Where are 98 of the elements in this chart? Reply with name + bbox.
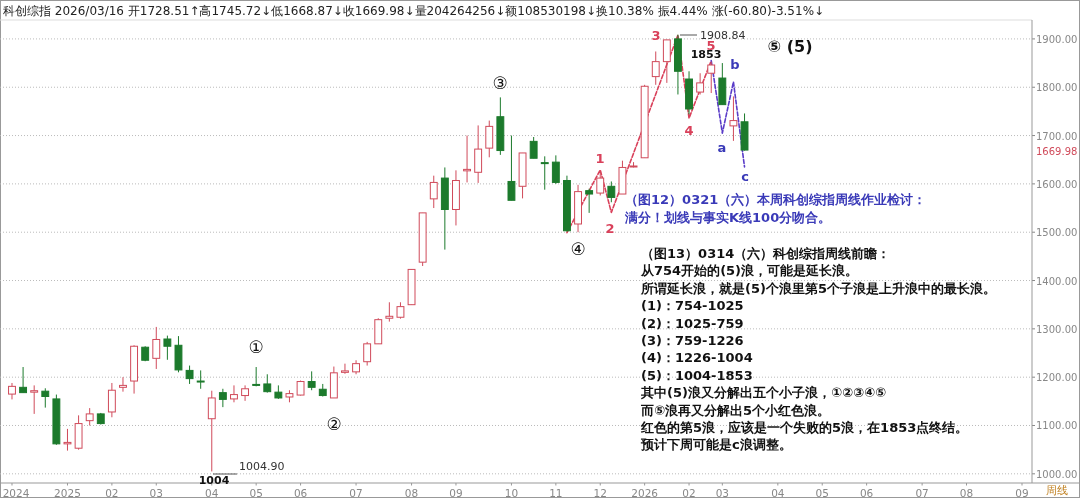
- candlestick: [529, 136, 538, 159]
- y-tick-label: 1500.00: [1036, 227, 1078, 239]
- candlestick: [607, 180, 616, 203]
- annotation: 1004: [198, 474, 230, 487]
- x-tick-label: 03: [149, 486, 163, 498]
- candlestick: [696, 72, 705, 95]
- candlestick: [41, 387, 50, 409]
- annotation: a: [717, 140, 727, 155]
- annotation: 从754开始的(5)浪，可能是延长浪。: [640, 263, 859, 279]
- annotation: (5)：1004-1853: [641, 367, 753, 383]
- annotation: 2: [605, 221, 615, 236]
- candlestick: [30, 384, 39, 415]
- candlestick: [119, 376, 127, 393]
- candlestick: [474, 124, 483, 184]
- annotation: b: [730, 57, 740, 72]
- candlestick: [341, 363, 349, 375]
- candlestick: [551, 154, 560, 185]
- annotation: 3: [651, 28, 661, 43]
- annotation: 满分！划线与事实K线100分吻合。: [624, 210, 832, 225]
- annotation: (1)：754-1025: [641, 298, 744, 314]
- candlestick: [363, 341, 372, 367]
- annotation: ⑤ (5): [767, 37, 813, 56]
- candlestick: [385, 301, 394, 323]
- x-tick-label: 06: [859, 486, 874, 498]
- x-tick-label: 09: [449, 486, 463, 498]
- candlestick: [429, 175, 438, 209]
- annotation: 而⑤浪再又分解出5个小红色浪。: [640, 402, 831, 418]
- x-tick-label: 07: [915, 486, 929, 498]
- candlestick: [207, 390, 216, 472]
- annotation: （图13）0314（六）科创综指周线前瞻：: [641, 246, 891, 261]
- x-tick-label: 10: [504, 486, 519, 498]
- candlestick: [485, 120, 494, 158]
- candlestick: [196, 369, 205, 390]
- y-tick-label: 1400.00: [1036, 275, 1078, 287]
- candlestick: [19, 366, 28, 394]
- candlestick: [241, 384, 250, 402]
- x-tick-label: 2025: [54, 486, 81, 498]
- annotation: 预计下周可能是c浪调整。: [640, 437, 792, 453]
- y-tick-label: 1200.00: [1036, 372, 1078, 384]
- annotation: 红色的第5浪，应该是一个失败的5浪，在1853点终结。: [640, 420, 969, 435]
- annotation: ②: [326, 414, 342, 434]
- y-tick-label: 1900.00: [1036, 33, 1078, 45]
- candlestick: [63, 428, 72, 452]
- x-tick-label: 11: [549, 486, 563, 498]
- x-tick-label: 06: [293, 486, 308, 498]
- annotation: ③: [492, 73, 508, 93]
- text: 1669.98: [1036, 146, 1078, 157]
- candlestick: [230, 384, 238, 403]
- x-tick-label: 02: [105, 486, 119, 498]
- x-tick-label: 08: [404, 486, 419, 498]
- y-tick-label: 1600.00: [1036, 178, 1078, 190]
- candlestick: [585, 188, 594, 214]
- annotation: 4: [684, 123, 694, 138]
- x-tick-label: 03: [715, 486, 730, 498]
- x-tick-label: 04: [205, 486, 219, 498]
- annotation: 其中(5)浪又分解出五个小子浪，①②③④⑤: [640, 385, 886, 401]
- annotation: (3)：759-1226: [641, 333, 744, 348]
- annotation: 1004.90: [239, 460, 285, 473]
- annotation: (2)：1025-759: [641, 315, 744, 331]
- candlestick: [163, 335, 172, 361]
- annotation: (4)：1226-1004: [641, 350, 753, 366]
- x-tick-label: 12: [593, 486, 607, 498]
- candlestick: [218, 388, 227, 408]
- y-tick-label: 1000.00: [1036, 468, 1078, 480]
- annotation: （图12）0321（六）本周科创综指周线作业检讨：: [625, 192, 927, 207]
- x-tick-label: 09: [1015, 486, 1029, 498]
- line-series: [710, 59, 746, 168]
- x-tick-label: 2024: [2, 486, 30, 498]
- annotation: c: [741, 169, 749, 184]
- candlestick: [185, 365, 194, 385]
- candlestick: [107, 382, 116, 418]
- y-tick-label: 1800.00: [1036, 82, 1078, 94]
- y-tick-label: 1700.00: [1036, 130, 1078, 142]
- candlestick: [307, 370, 316, 391]
- chart-title: 科创综指 2026/03/16 开1728.51↑高1745.72↓低1668.87↓收1669.98↓量204264256↓额108530198↓换10.38% 振4.44% 涨(-60.80)-3.51%↓: [3, 4, 825, 18]
- annotation: ①: [248, 337, 264, 357]
- candlestick: [596, 171, 605, 196]
- candlestick: [540, 155, 549, 191]
- candlestick: [507, 135, 516, 201]
- x-tick-label: 2026: [631, 486, 659, 498]
- annotation: 1: [595, 151, 605, 166]
- y-tick-label: 1100.00: [1036, 420, 1078, 432]
- annotation: 所谓延长浪，就是(5)个浪里第5个子浪是上升浪中的最长浪。: [640, 280, 996, 296]
- annotation: 1908.84: [700, 29, 746, 42]
- text: 周线: [1046, 484, 1068, 497]
- x-tick-label: 05: [815, 486, 829, 498]
- x-tick-label: 07: [349, 486, 363, 498]
- candlestick: [152, 326, 161, 370]
- x-tick-label: 02: [682, 486, 696, 498]
- x-tick-label: 05: [249, 486, 263, 498]
- candlestick: [662, 39, 671, 84]
- x-tick-label: 08: [959, 486, 974, 498]
- candlestick: [263, 373, 272, 394]
- x-tick-label: 04: [771, 486, 785, 498]
- candlestick: [651, 50, 660, 86]
- y-tick-label: 1300.00: [1036, 323, 1078, 335]
- annotation: ④: [570, 239, 586, 259]
- candlestick: [729, 95, 738, 142]
